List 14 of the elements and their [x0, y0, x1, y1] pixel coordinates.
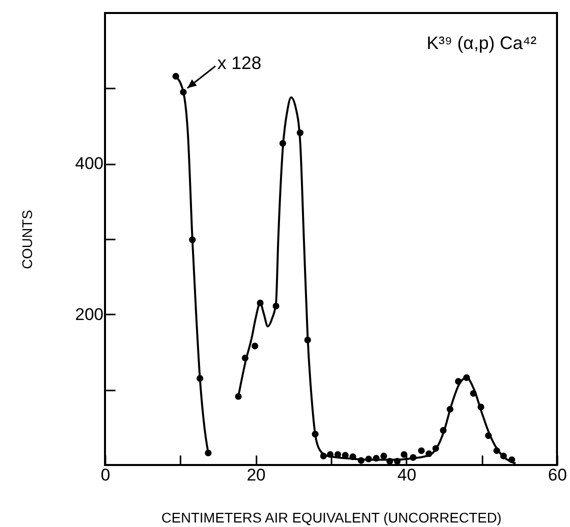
x-tick-label: 0 [100, 466, 110, 484]
y-axis-title: COUNTS [19, 210, 36, 270]
x-tick-label: 60 [548, 466, 567, 484]
text: K³⁹ (α,p) Ca⁴² [426, 33, 536, 53]
point [380, 452, 388, 460]
annotation: x 128 [217, 53, 262, 74]
point [400, 451, 408, 458]
x-axis-title: CENTIMETERS AIR EQUIVALENT (UNCORRECTED) [161, 510, 502, 526]
x-tick-label: 40 [397, 466, 416, 484]
point [252, 342, 258, 350]
x-tick-label: 20 [246, 466, 266, 484]
point [418, 447, 425, 454]
y-tick-label: 400 [75, 154, 104, 174]
y-tick-label: 200 [75, 304, 104, 324]
